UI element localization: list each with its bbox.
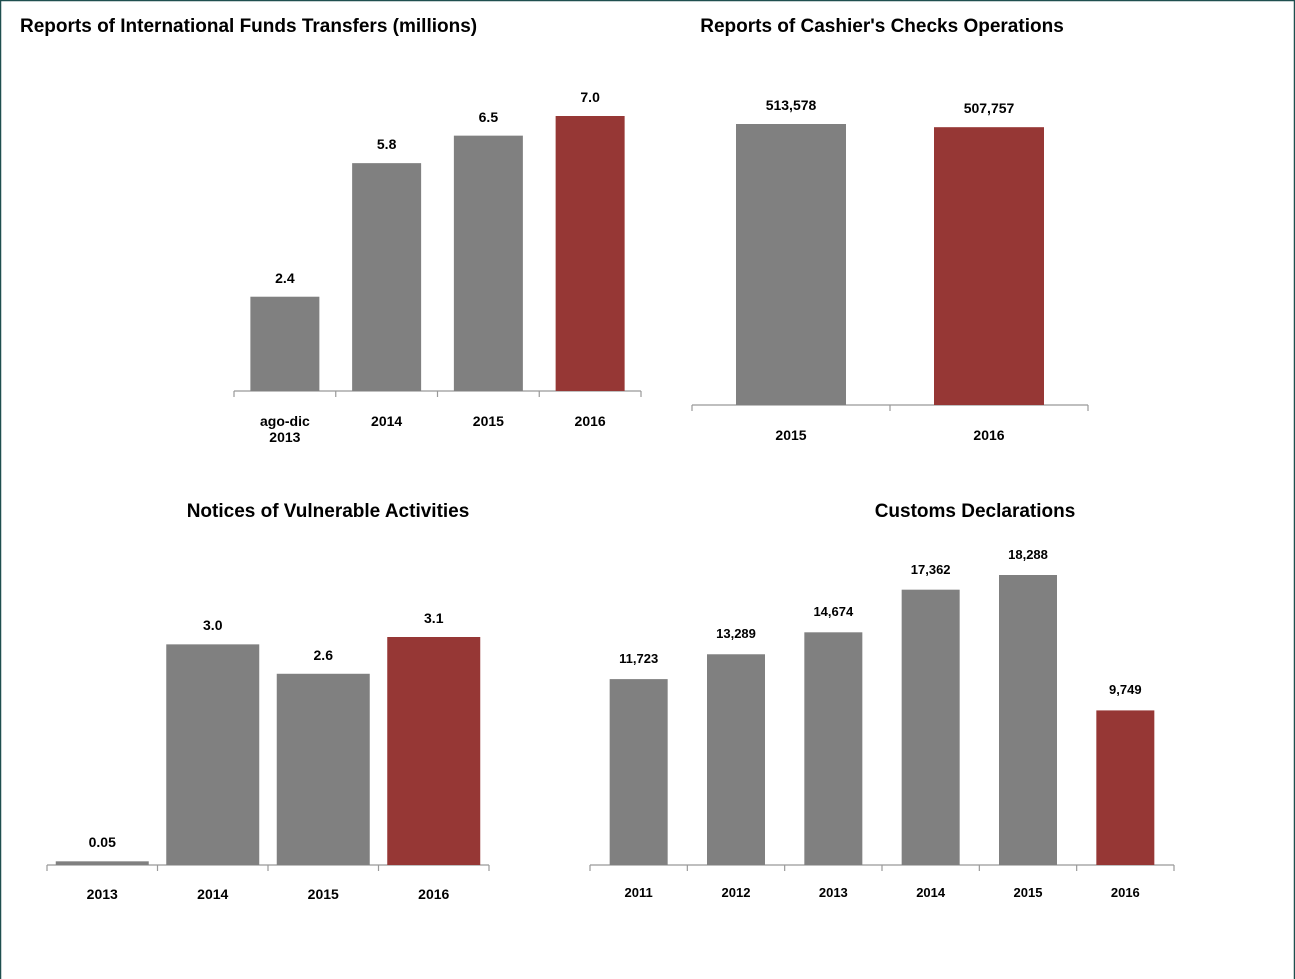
value-label: 9,749: [1109, 682, 1142, 698]
value-label: 2.6: [313, 646, 333, 663]
value-label: 0.05: [88, 834, 116, 851]
x-tick-label: 2013: [818, 885, 848, 900]
bar: [250, 296, 320, 391]
x-tick-label: 2011: [624, 885, 653, 900]
value-label: 17,362: [910, 561, 951, 577]
value-label: 14,674: [813, 604, 854, 620]
x-tick-label: 2014: [916, 885, 946, 900]
value-label: 513,578: [765, 97, 817, 113]
bar: [166, 644, 260, 865]
value-label: 18,288: [1008, 547, 1048, 562]
bar: [736, 124, 846, 405]
chart-title: Customs Declarations: [874, 501, 1076, 522]
bar: [555, 116, 625, 391]
value-label: 2.4: [275, 269, 295, 286]
bar: [276, 673, 370, 865]
x-tick-label: 2015: [472, 413, 504, 429]
x-tick-label: ago-dic 2013: [259, 413, 310, 446]
x-tick-label: 2015: [1013, 885, 1043, 900]
x-tick-label: 2012: [721, 885, 751, 900]
bar: [55, 861, 149, 865]
x-tick-label: 2016: [1110, 885, 1140, 900]
bar: [804, 632, 863, 865]
value-label: 11,723: [619, 651, 659, 667]
x-tick-label: 2014: [197, 886, 229, 902]
chart-title: Reports of International Funds Transfers…: [20, 16, 478, 37]
bar: [934, 127, 1044, 406]
x-tick-label: 2015: [775, 427, 807, 443]
bar: [707, 654, 765, 865]
bar: [352, 163, 422, 391]
value-label: 7.0: [580, 89, 600, 105]
chart-title: Notices of Vulnerable Activities: [186, 501, 470, 522]
chart-title: Reports of Cashier's Checks Operations: [700, 16, 1064, 37]
bar: [609, 679, 668, 865]
value-label: 6.5: [478, 108, 499, 125]
x-tick-label: 2016: [973, 427, 1005, 443]
bar: [999, 575, 1057, 865]
value-label: 507,757: [963, 100, 1015, 117]
value-label: 5.8: [376, 136, 397, 153]
x-tick-label: 2015: [307, 886, 339, 902]
x-tick-label: 2016: [418, 886, 450, 902]
value-label: 3.0: [203, 617, 223, 634]
bar: [387, 637, 481, 865]
value-label: 13,289: [716, 626, 756, 642]
bar: [901, 589, 960, 865]
bar: [1096, 710, 1155, 865]
x-tick-label: 2014: [371, 413, 403, 429]
x-tick-label: 2016: [574, 413, 606, 429]
value-label: 3.1: [424, 610, 444, 626]
x-tick-label: 2013: [86, 886, 118, 902]
bar: [453, 135, 523, 391]
